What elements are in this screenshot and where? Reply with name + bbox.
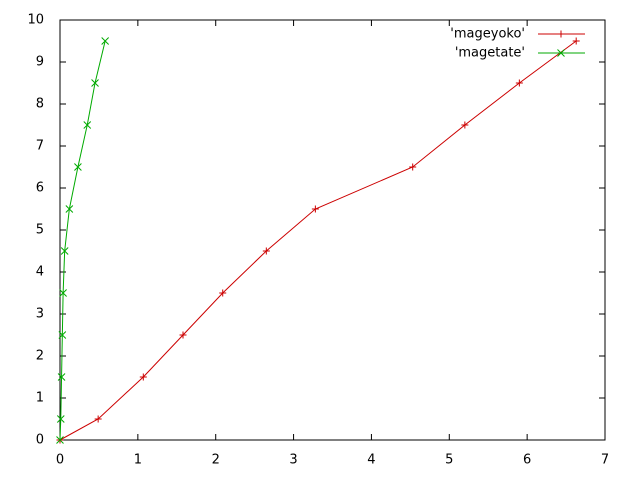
series-line (59, 40, 106, 441)
x-tick-label: 1 (134, 453, 142, 468)
x-tick-label: 7 (601, 453, 609, 468)
point-marker (59, 289, 67, 297)
point-marker (56, 436, 64, 444)
point-marker (94, 415, 102, 423)
y-tick-label: 2 (36, 349, 44, 364)
legend-label: 'magetate' (455, 46, 525, 61)
y-tick-label: 8 (36, 97, 44, 112)
point-marker (557, 30, 565, 38)
point-marker (60, 247, 69, 255)
x-tick-label: 5 (445, 453, 453, 468)
point-marker (572, 37, 580, 45)
y-tick-label: 6 (36, 181, 44, 196)
point-marker (139, 373, 147, 381)
y-tick-label: 9 (36, 55, 44, 70)
series-line (59, 40, 577, 441)
x-tick-label: 4 (367, 453, 375, 468)
point-marker (262, 247, 270, 255)
point-marker (557, 49, 565, 57)
point-marker (91, 79, 99, 87)
y-tick-label: 3 (36, 307, 44, 322)
point-marker (461, 121, 469, 129)
x-tick-label: 2 (212, 453, 220, 468)
y-tick-label: 1 (36, 391, 44, 406)
x-tick-label: 3 (289, 453, 297, 468)
point-marker (219, 289, 227, 297)
point-marker (57, 373, 66, 381)
point-marker (83, 121, 92, 129)
y-tick-label: 7 (36, 139, 44, 154)
point-marker (65, 205, 74, 213)
point-marker (409, 163, 417, 171)
point-marker (58, 331, 67, 339)
x-tick-label: 6 (523, 453, 531, 468)
y-tick-label: 4 (36, 265, 44, 280)
point-marker (74, 163, 82, 171)
point-marker (179, 331, 187, 339)
y-tick-label: 0 (36, 433, 44, 448)
y-tick-label: 10 (27, 13, 44, 28)
x-tick-label: 0 (56, 453, 64, 468)
point-marker (311, 205, 319, 213)
legend-label: 'mageyoko' (450, 27, 525, 42)
point-marker (515, 79, 523, 87)
point-marker (56, 415, 65, 423)
y-tick-label: 5 (36, 223, 44, 238)
point-marker (101, 37, 110, 45)
